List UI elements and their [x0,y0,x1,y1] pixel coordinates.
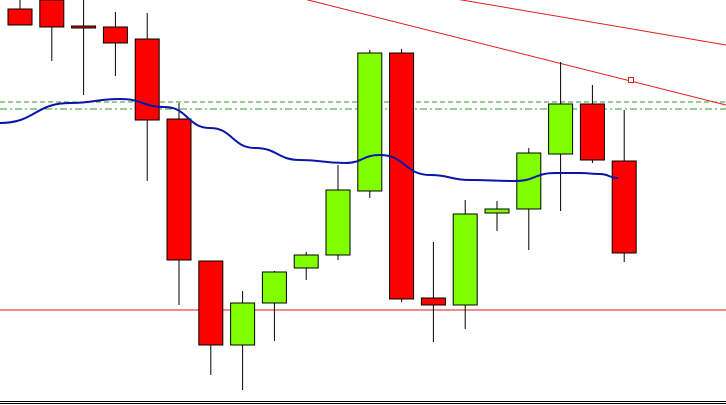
bearish-candle [420,242,446,342]
bearish-candle [198,260,224,375]
bullish-candle [261,271,287,341]
candle-body [389,52,415,300]
bearish-candle [389,49,415,302]
candle-body [579,103,605,161]
candle-body [198,260,224,346]
candle-body [420,297,446,306]
trendline [458,0,726,46]
candle-body [39,0,65,28]
bullish-candle [357,50,383,198]
candle-body [484,208,510,214]
bearish-candle [39,0,65,61]
candle-body [548,103,574,155]
bearish-candle [71,0,97,95]
moving-average-line [0,97,619,183]
bearish-candle [7,0,33,26]
candle-body [230,302,256,346]
candle-body [7,8,33,26]
bearish-candle [102,12,128,76]
candle-body [166,118,192,261]
candle-body [293,254,319,269]
bullish-candle [293,252,319,280]
candle-body [452,213,478,306]
bullish-candle [452,200,478,329]
bullish-candle [325,165,351,260]
candle-body [134,38,160,121]
trendline [305,0,726,106]
bullish-candle [484,201,510,231]
candle-body [325,189,351,256]
candle-body [357,52,383,192]
trendline-anchor-marker [628,77,634,83]
bullish-candle [548,62,574,211]
candle-body [102,26,128,44]
candle-body [261,271,287,304]
candle-body [611,160,637,254]
bearish-candle [166,103,192,305]
candle-body [71,25,97,29]
bearish-candle [579,85,605,163]
bearish-candle [611,110,637,262]
bullish-candle [230,291,256,390]
